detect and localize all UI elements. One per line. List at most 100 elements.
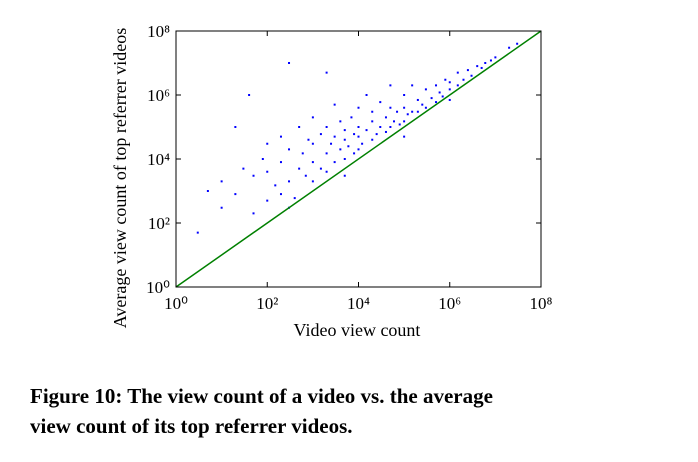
point [252,212,255,215]
point [384,116,387,119]
point [456,71,459,74]
point [319,133,322,136]
point [266,142,269,145]
point [403,135,406,138]
point [438,91,441,94]
reference-line [175,30,542,288]
point [384,130,387,133]
point [220,180,223,183]
point [444,78,447,81]
point [448,98,451,101]
point [343,138,346,141]
point [311,180,314,183]
point [288,148,291,151]
point [311,142,314,145]
point [435,84,438,87]
point [220,206,223,209]
point [266,199,269,202]
caption-line: Figure 10: The view count of a video vs.… [30,384,493,408]
point [403,106,406,109]
x-tick-label: 10⁶ [438,294,461,313]
point [234,193,237,196]
point [325,126,328,128]
point [330,142,333,145]
point [353,152,356,155]
point [357,106,360,109]
point [325,71,328,74]
point [371,110,374,113]
point [304,174,307,177]
point [279,135,282,138]
point [242,167,245,170]
point [416,98,419,101]
point [333,135,336,138]
caption-line: view count of its top referrer videos. [30,414,353,438]
point [252,174,255,177]
point [508,46,511,49]
point [206,190,209,192]
point [448,88,451,91]
point [288,62,291,64]
y-tick-label: 10⁴ [147,150,170,169]
point [470,74,473,77]
point [357,148,360,151]
point [494,56,497,59]
point [339,120,342,123]
point [279,161,282,164]
point [389,106,392,109]
point [389,84,392,87]
point [343,174,346,177]
point [435,101,438,104]
point [234,126,237,128]
point [371,138,374,141]
x-tick-label: 10² [256,294,278,313]
x-axis-label: Video view count [294,320,421,340]
point [274,184,277,187]
x-tick-label: 10⁴ [347,294,370,313]
y-tick-label: 10⁸ [147,22,170,41]
point [325,170,328,173]
point [396,110,399,113]
point [196,231,199,234]
point [266,170,269,173]
x-tick-label: 10⁰ [164,294,188,313]
point [347,145,350,148]
point [484,62,487,64]
point [361,142,364,145]
point [448,81,451,84]
point [307,138,310,141]
y-tick-label: 10⁰ [146,278,170,297]
point [379,126,382,128]
point [489,59,492,62]
point [248,94,251,96]
point [293,197,296,200]
point [411,84,414,87]
point [466,69,469,72]
point [353,133,356,136]
point [288,180,291,183]
point [357,135,360,138]
point [403,94,406,96]
y-tick-label: 10² [148,214,170,233]
point [365,129,368,132]
point [421,103,424,106]
point [403,120,406,123]
point [389,126,392,128]
point [261,158,264,160]
point [398,123,401,126]
point [462,78,465,81]
point [476,65,479,68]
point [441,95,444,98]
point [424,88,427,91]
point [298,126,301,128]
point [343,129,346,132]
point [325,152,328,155]
point [279,193,282,196]
point [424,106,427,109]
point [379,101,382,104]
point [375,133,378,136]
point [298,167,301,170]
y-tick-label: 10⁶ [147,86,170,105]
